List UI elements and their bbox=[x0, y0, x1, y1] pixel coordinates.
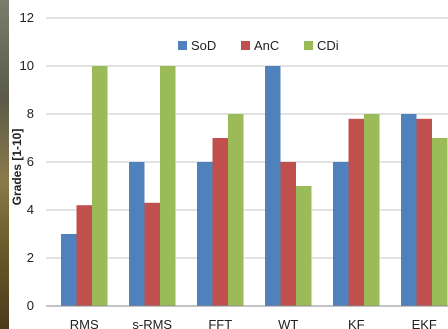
bar-cdi-rms bbox=[92, 66, 108, 306]
bar-sod-s-rms bbox=[129, 162, 145, 306]
y-tick-label: 12 bbox=[20, 10, 34, 25]
gridlines bbox=[46, 17, 448, 259]
legend-label-cdi: CDi bbox=[317, 38, 339, 53]
bar-sod-ekf bbox=[401, 114, 417, 306]
bar-cdi-fft bbox=[228, 114, 244, 306]
bar-sod-kf bbox=[333, 162, 349, 306]
bar-anc-rms bbox=[76, 205, 92, 306]
legend-swatch-cdi bbox=[304, 41, 313, 50]
x-tick-label: WT bbox=[278, 317, 298, 329]
y-tick-label: 6 bbox=[27, 154, 34, 169]
bar-cdi-s-rms bbox=[160, 66, 176, 306]
y-tick-label: 8 bbox=[27, 106, 34, 121]
bar-anc-ekf bbox=[416, 118, 432, 306]
bar-sod-wt bbox=[265, 66, 281, 306]
legend-label-anc: AnC bbox=[254, 38, 279, 53]
x-tick-label: FFT bbox=[208, 317, 232, 329]
bar-cdi-ekf bbox=[432, 138, 448, 306]
y-tick-label: 2 bbox=[27, 250, 34, 265]
bar-cdi-wt bbox=[296, 186, 312, 306]
bars bbox=[61, 66, 448, 306]
bar-cdi-kf bbox=[364, 114, 380, 306]
legend-swatch-sod bbox=[178, 41, 187, 50]
bar-anc-kf bbox=[348, 118, 364, 306]
y-axis-ticks: 0 2 4 6 8 10 12 bbox=[20, 10, 34, 313]
x-tick-label: KF bbox=[348, 317, 365, 329]
bar-anc-fft bbox=[212, 138, 228, 306]
bar-anc-s-rms bbox=[144, 202, 160, 306]
y-tick-label: 0 bbox=[27, 298, 34, 313]
y-tick-label: 10 bbox=[20, 58, 34, 73]
x-tick-label: EKF bbox=[412, 317, 437, 329]
legend-label-sod: SoD bbox=[191, 38, 216, 53]
x-tick-label: RMS bbox=[70, 317, 99, 329]
bar-sod-rms bbox=[61, 234, 77, 306]
y-axis-label: Grades [1-10] bbox=[10, 129, 24, 206]
bar-sod-fft bbox=[197, 162, 213, 306]
legend-swatch-anc bbox=[241, 41, 250, 50]
bar-anc-wt bbox=[280, 162, 296, 306]
x-tick-label: s-RMS bbox=[132, 317, 172, 329]
legend: SoD AnC CDi bbox=[178, 38, 339, 53]
y-tick-label: 4 bbox=[27, 202, 34, 217]
x-axis-ticks: RMS s-RMS FFT WT KF EKF bbox=[70, 317, 437, 329]
background-photo-strip bbox=[0, 0, 9, 329]
